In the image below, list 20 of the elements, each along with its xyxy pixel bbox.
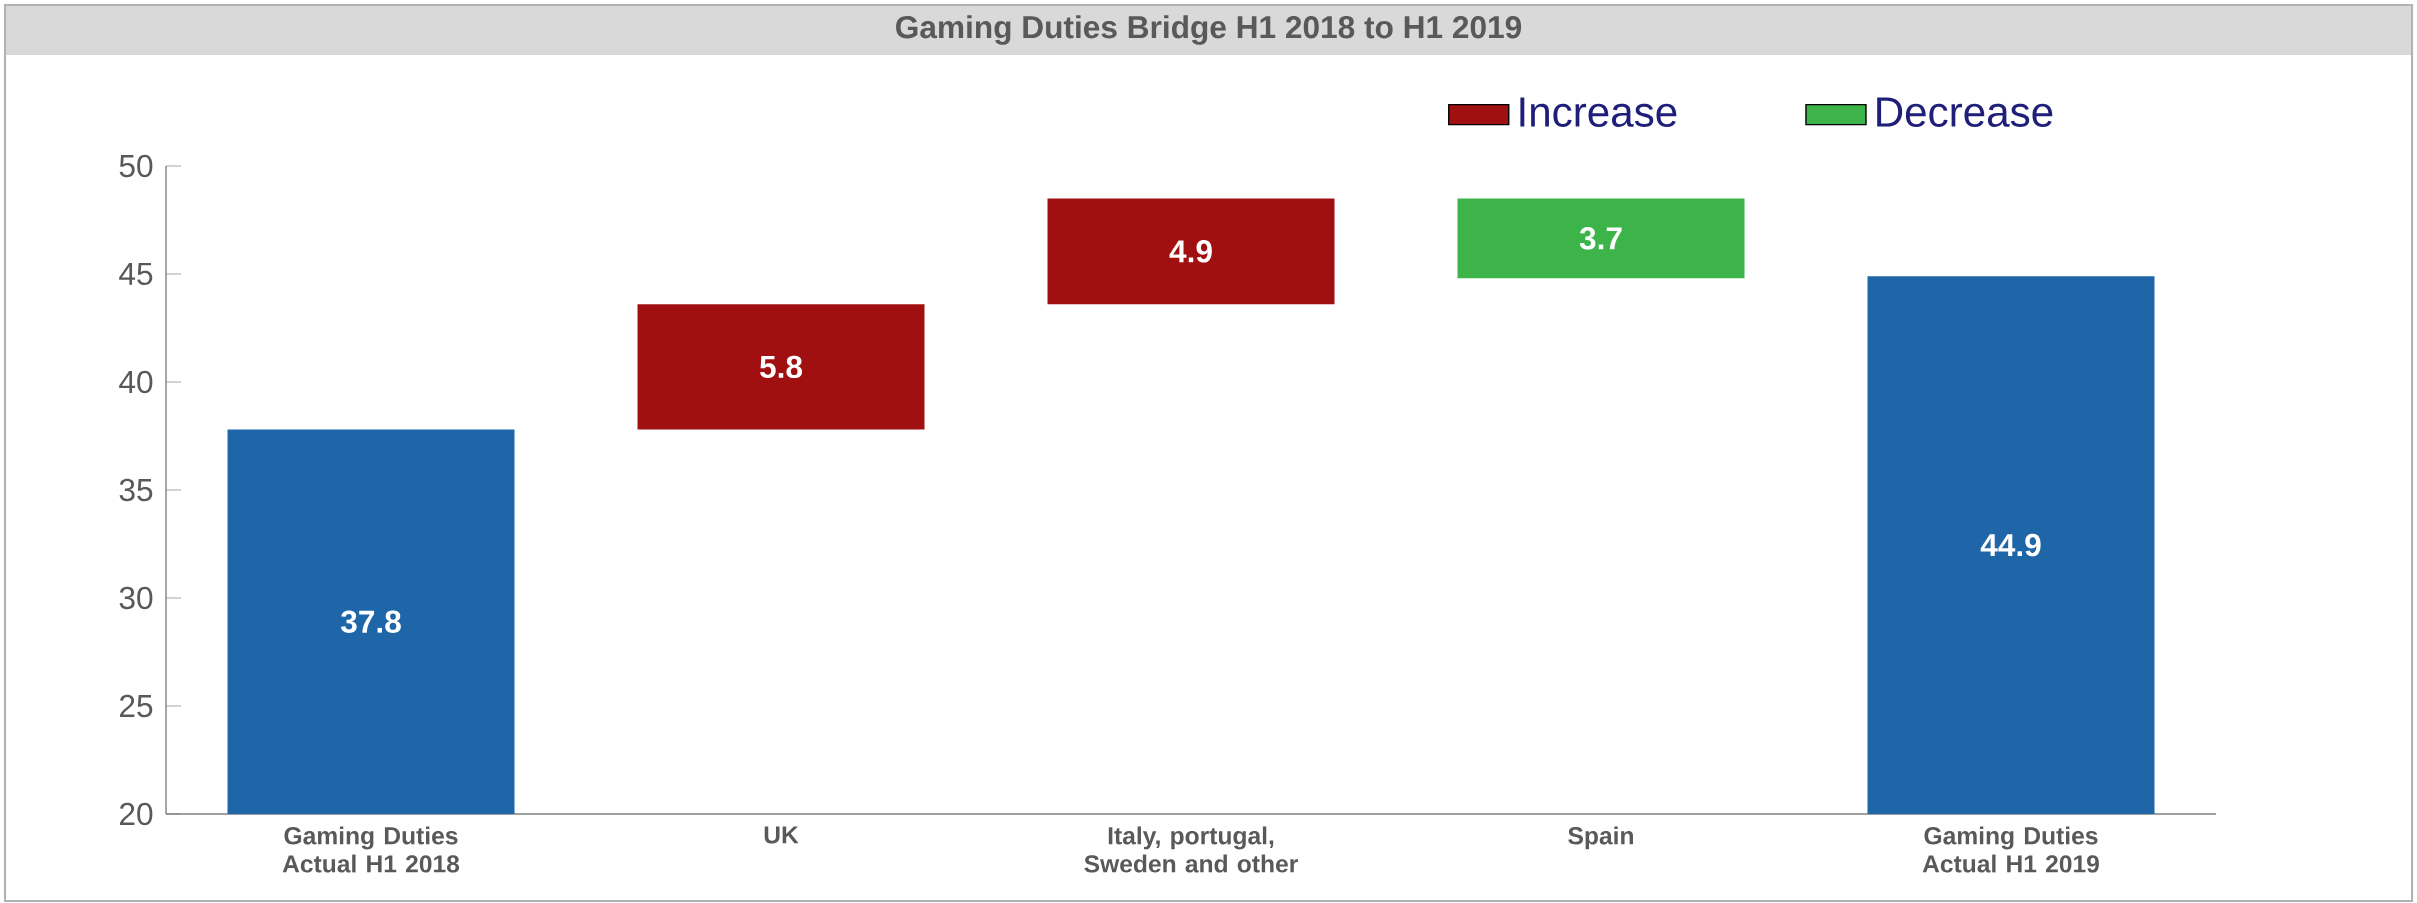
y-tick-label: 35	[119, 478, 153, 502]
chart-title: Gaming Duties Bridge H1 2018 to H1 2019	[896, 15, 1522, 45]
x-tick-label: Spain	[1568, 826, 1633, 850]
data-label: 3.7	[1579, 227, 1622, 250]
y-tick-label: 20	[120, 802, 153, 826]
y-tick-label: 25	[120, 694, 153, 718]
x-tick-label: UK	[764, 826, 799, 844]
data-label: 44.9	[1980, 533, 2041, 557]
data-label: 5.8	[760, 355, 803, 379]
x-tick-label: Gaming Duties Actual H1 2019	[1922, 826, 2099, 873]
data-label: 37.8	[340, 610, 401, 633]
legend-label: Increase	[1520, 97, 1677, 127]
legend-label: Decrease	[1877, 97, 2053, 127]
x-tick-label: Gaming Duties Actual H1 2018	[282, 826, 460, 873]
y-tick-label: 30	[119, 586, 153, 610]
data-label: 4.9	[1169, 240, 1212, 263]
y-tick-label: 45	[119, 262, 153, 286]
y-tick-label: 40	[119, 370, 153, 394]
x-tick-label: Italy, portugal, Sweden and other	[1084, 826, 1298, 873]
y-tick-label: 50	[119, 154, 153, 178]
